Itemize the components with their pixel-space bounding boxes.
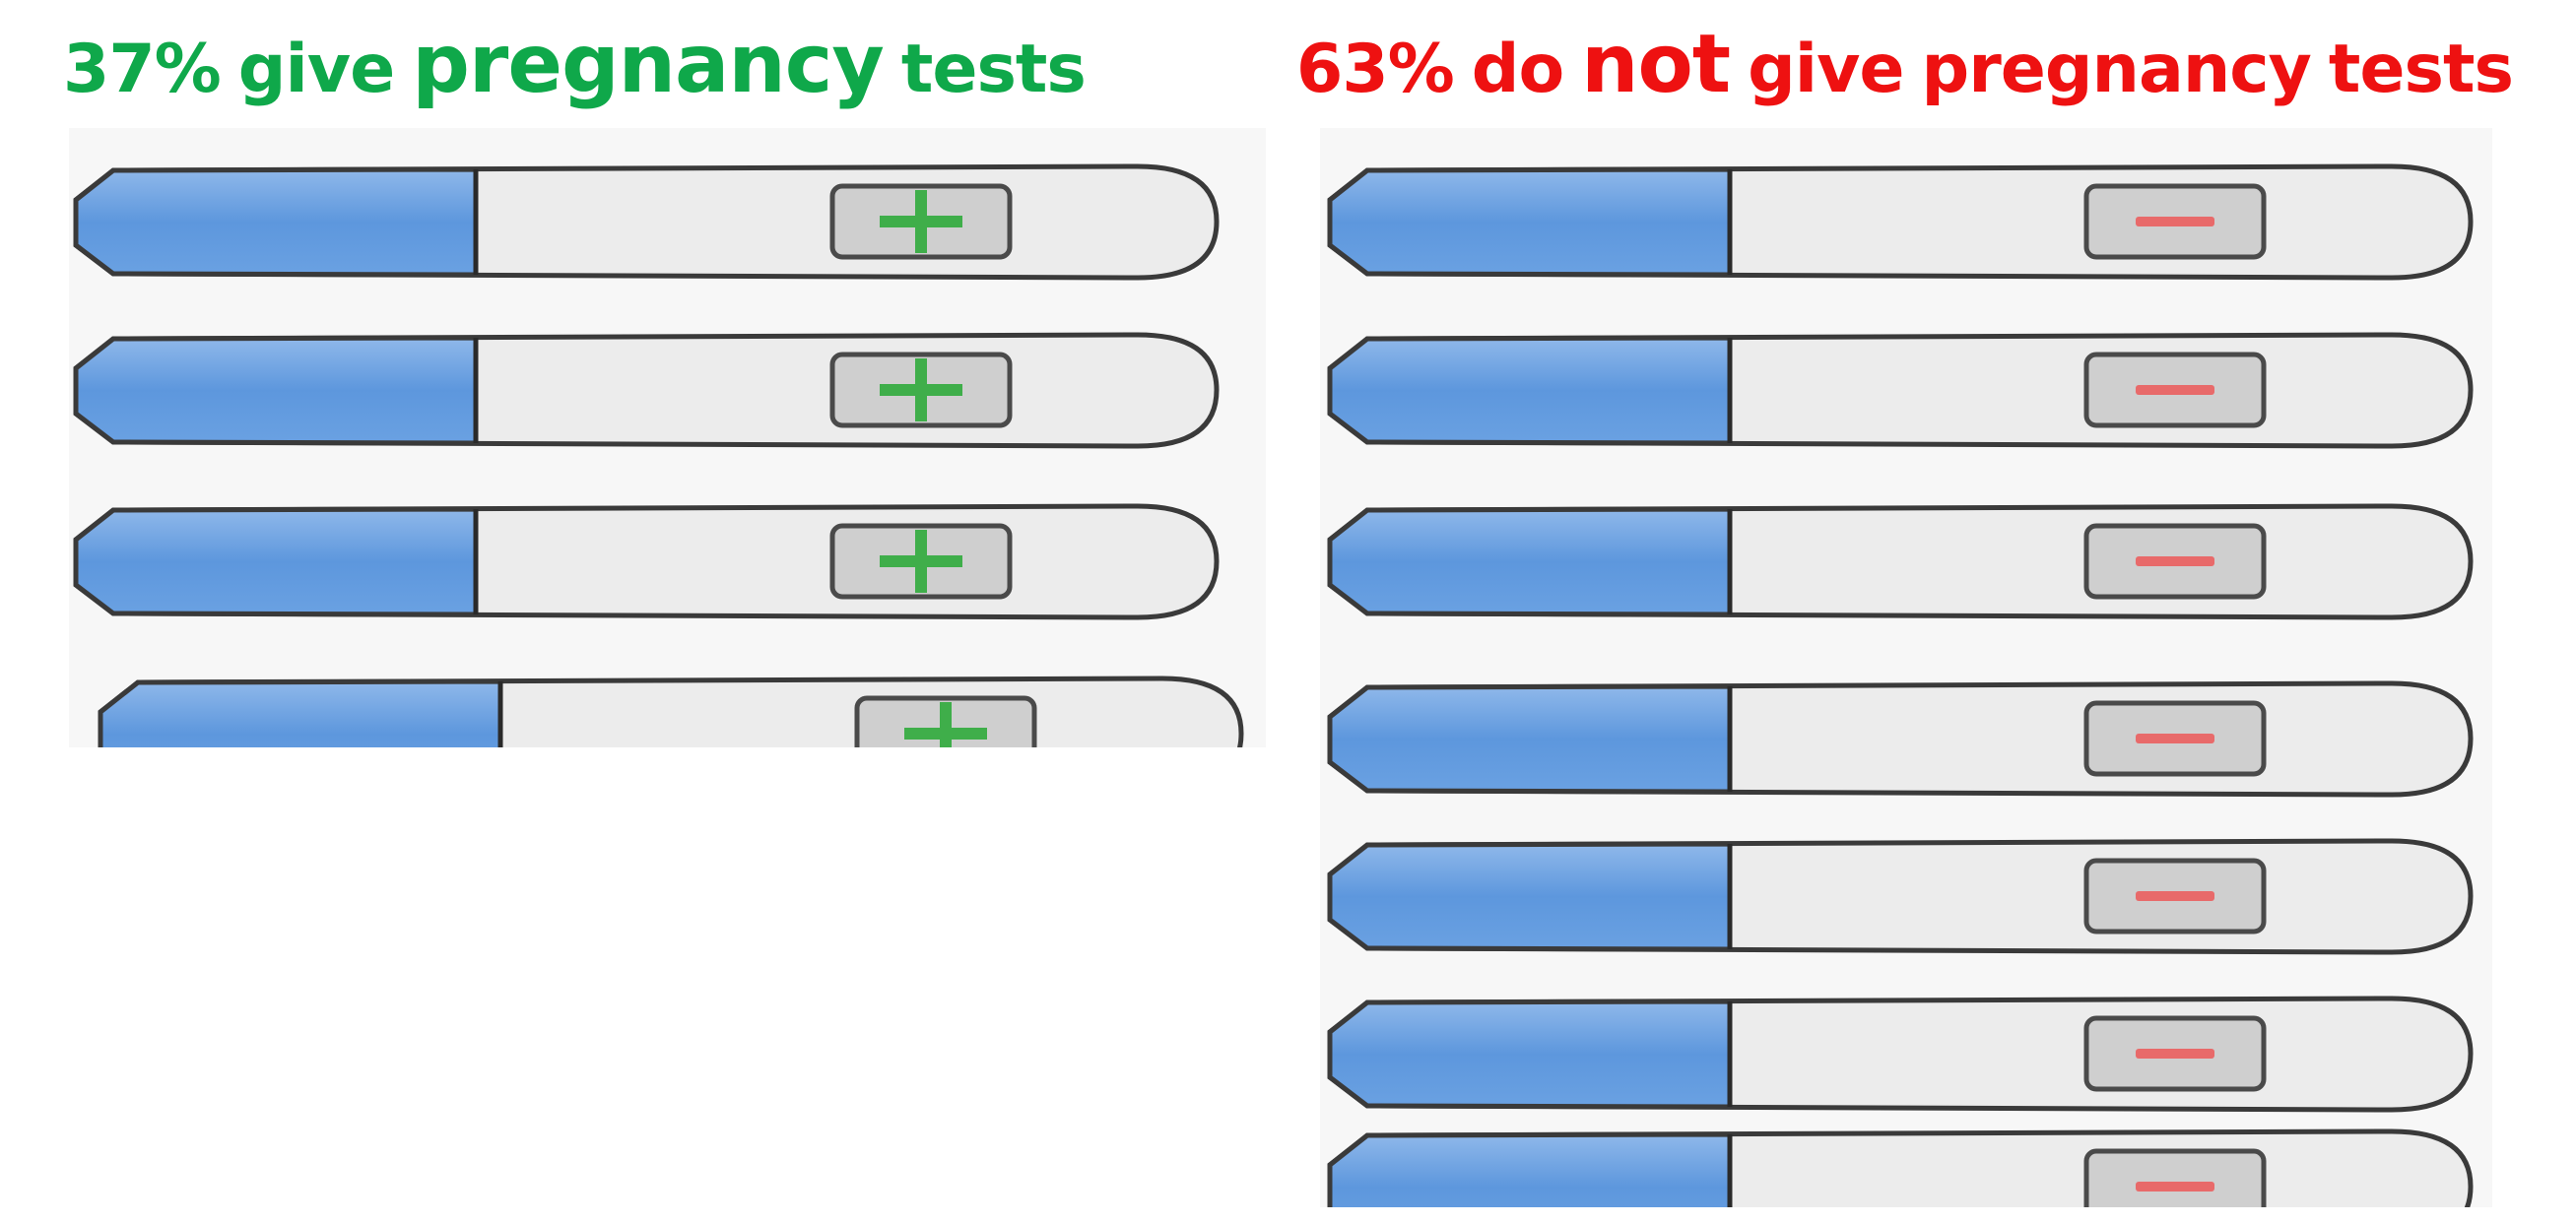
minus [2136,217,2214,226]
strip-handle [1327,506,1733,617]
title-word: not [1581,18,1731,111]
strip-handle [1327,1131,1733,1207]
result-window [2083,1148,2267,1207]
strip-handle [98,678,503,747]
test-strip [1327,996,2474,1113]
right-title: 63% do not give pregnancy tests [1296,18,2531,111]
plus-v [915,530,927,593]
test-strip [1327,503,2474,620]
title-word: 63% [1296,31,1455,108]
left-title: 37% give pregnancy tests [63,18,1103,111]
strip-handle [1327,683,1733,795]
strip-handle [1327,841,1733,952]
minus [2136,1182,2214,1192]
minus [2136,734,2214,743]
strip-handle [73,335,479,446]
title-word: pregnancy [1921,31,2312,108]
plus-v [940,702,952,747]
test-strip [1327,680,2474,798]
strip-handle [1327,335,1733,446]
strip-handle [73,166,479,278]
test-strip [73,332,1220,449]
title-word: give [1748,31,1904,108]
title-word: give [237,31,395,108]
minus [2136,556,2214,566]
plus-v [915,190,927,253]
minus [2136,1049,2214,1059]
minus [2136,385,2214,395]
test-strip [1327,332,2474,449]
test-strip [98,676,1244,747]
title-word: tests [900,31,1087,108]
plus-v [915,358,927,421]
test-strip [1327,1128,2474,1207]
title-word: 37% [63,31,222,108]
negative-tests [1327,163,2474,1207]
title-word: tests [2328,31,2514,108]
test-strip [1327,838,2474,955]
test-strip [73,503,1220,620]
strip-handle [1327,999,1733,1110]
title-word: pregnancy [412,18,885,111]
test-strip [1327,163,2474,281]
positive-tests [73,163,1244,747]
strip-handle [1327,166,1733,278]
strip-handle [73,506,479,617]
minus [2136,891,2214,901]
title-word: do [1471,31,1564,108]
test-strip [73,163,1220,281]
